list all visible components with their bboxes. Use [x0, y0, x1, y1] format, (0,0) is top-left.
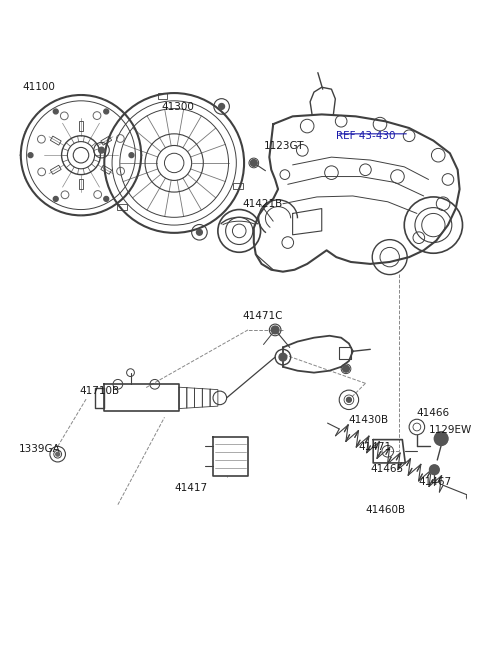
Circle shape: [56, 452, 60, 456]
Circle shape: [343, 365, 349, 372]
Circle shape: [279, 353, 287, 361]
Circle shape: [53, 196, 58, 201]
Circle shape: [251, 160, 257, 166]
Circle shape: [104, 196, 108, 201]
Bar: [50, 136, 61, 145]
Text: REF 43-430: REF 43-430: [336, 131, 396, 141]
Circle shape: [434, 432, 448, 445]
Text: 41300: 41300: [162, 102, 194, 112]
Text: 41465: 41465: [370, 464, 403, 474]
Circle shape: [129, 153, 134, 158]
Text: 41430B: 41430B: [349, 415, 389, 425]
Text: 1123GT: 1123GT: [264, 141, 304, 151]
Bar: [79, 179, 84, 189]
Circle shape: [196, 229, 203, 235]
Text: 41460B: 41460B: [365, 504, 406, 515]
Text: 41467: 41467: [419, 477, 452, 487]
Text: 1339GA: 1339GA: [19, 445, 60, 455]
Text: 41471: 41471: [359, 441, 392, 451]
Circle shape: [219, 103, 225, 109]
Text: 41466: 41466: [417, 407, 450, 418]
Circle shape: [53, 109, 58, 114]
Text: 41417: 41417: [174, 483, 207, 493]
Bar: [79, 121, 84, 131]
Bar: [101, 136, 112, 145]
Circle shape: [28, 153, 33, 158]
Text: 41100: 41100: [23, 83, 56, 92]
Circle shape: [271, 326, 279, 334]
Circle shape: [98, 147, 105, 153]
Text: 41421B: 41421B: [242, 199, 282, 209]
Text: 41471C: 41471C: [242, 310, 283, 320]
Bar: [101, 165, 112, 174]
Circle shape: [104, 109, 108, 114]
Bar: [50, 165, 61, 174]
Text: 1129EW: 1129EW: [429, 425, 472, 435]
Circle shape: [347, 398, 351, 402]
Text: 41710B: 41710B: [79, 386, 119, 396]
Circle shape: [430, 465, 439, 475]
